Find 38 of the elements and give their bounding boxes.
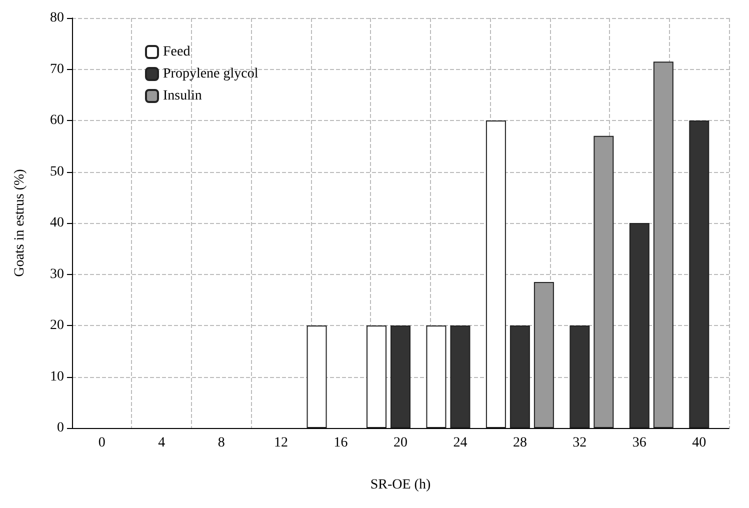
x-tick-label: 32	[572, 436, 587, 450]
x-tick-label: 20	[394, 436, 408, 450]
bar	[629, 223, 650, 428]
bar	[366, 326, 386, 428]
bar	[594, 136, 614, 428]
x-tick-label: 0	[98, 436, 106, 450]
y-axis-title: Goats in estrus (%)	[12, 168, 28, 277]
y-tick-label: 0	[57, 420, 64, 436]
bar	[689, 120, 710, 428]
x-tick-label: 8	[218, 436, 225, 450]
y-tick-label: 10	[50, 369, 64, 384]
y-tick-label: 40	[50, 216, 64, 230]
bar	[570, 326, 590, 428]
bar	[653, 62, 674, 428]
bar	[510, 326, 530, 428]
x-tick-label: 40	[692, 436, 706, 450]
y-tick-label: 60	[50, 113, 64, 128]
y-tick-label: 50	[50, 164, 64, 180]
x-tick-label: 28	[512, 436, 527, 450]
x-tick-label: 16	[334, 436, 348, 450]
y-tick-label: 30	[50, 266, 64, 282]
y-tick-label: 20	[50, 318, 64, 333]
y-tick-label: 70	[50, 62, 64, 77]
legend-label: Propylene glycol	[163, 66, 258, 82]
legend-label: Feed	[163, 44, 190, 60]
legend-label: Insulin	[163, 88, 202, 104]
bar	[426, 326, 446, 428]
bar	[450, 326, 470, 428]
bar	[534, 282, 554, 428]
bar	[486, 120, 506, 428]
x-axis-title: SR-OE (h)	[370, 478, 431, 492]
x-tick-label: 24	[453, 436, 468, 450]
bar	[306, 326, 327, 428]
x-tick-label: 36	[632, 436, 646, 450]
bar	[390, 326, 410, 428]
x-tick-label: 4	[158, 436, 166, 450]
y-tick-label: 80	[50, 10, 64, 26]
x-tick-label: 12	[274, 436, 288, 450]
